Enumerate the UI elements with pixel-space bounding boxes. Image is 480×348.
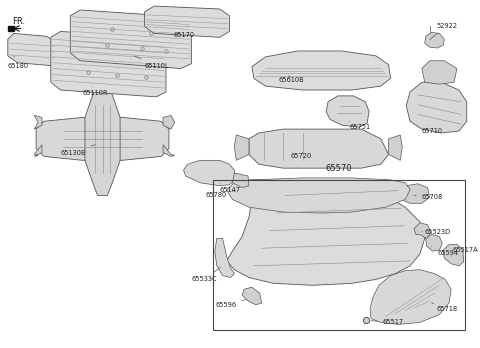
Polygon shape [144,6,229,37]
Polygon shape [249,129,389,168]
Text: 65570: 65570 [325,164,352,173]
Polygon shape [234,135,249,160]
Text: 65517: 65517 [371,319,404,325]
Text: 65708: 65708 [414,195,443,200]
Polygon shape [414,223,431,238]
Text: 65780: 65780 [205,190,236,198]
Polygon shape [85,82,120,196]
Polygon shape [370,270,451,324]
Polygon shape [215,238,234,277]
Text: 65610B: 65610B [278,76,304,83]
Polygon shape [227,178,410,213]
Polygon shape [443,244,464,266]
Text: 65596: 65596 [215,300,245,308]
Text: 65130B: 65130B [60,145,95,156]
Text: 65110L: 65110L [134,56,169,69]
Polygon shape [242,287,262,305]
Polygon shape [389,135,402,160]
Polygon shape [406,82,467,133]
Text: 65720: 65720 [291,152,312,159]
Polygon shape [163,145,175,156]
Text: 65718: 65718 [432,303,457,312]
Polygon shape [163,116,175,129]
Text: 85170: 85170 [174,26,195,38]
Polygon shape [8,26,13,31]
Polygon shape [232,173,249,188]
Text: 65180: 65180 [8,56,29,69]
Bar [213,180,465,330]
Polygon shape [34,116,42,129]
Text: 65523D: 65523D [422,229,451,235]
Polygon shape [70,10,192,69]
Text: 65710: 65710 [422,125,443,134]
Text: 65594: 65594 [432,246,458,256]
Polygon shape [183,160,234,186]
Polygon shape [36,117,169,160]
Text: 65517A: 65517A [451,247,478,256]
Polygon shape [51,31,166,97]
Text: 65533C: 65533C [191,267,220,283]
Polygon shape [422,61,457,84]
Text: 65110R: 65110R [83,87,108,96]
Polygon shape [252,51,391,90]
Polygon shape [8,33,57,66]
Polygon shape [326,96,369,127]
Text: FR.: FR. [12,17,25,26]
Polygon shape [425,32,444,48]
Text: 52922: 52922 [430,23,457,39]
Polygon shape [34,145,42,156]
Text: 65147: 65147 [220,184,241,193]
Text: 65751: 65751 [349,121,371,130]
Polygon shape [227,180,425,285]
Polygon shape [426,235,442,251]
Polygon shape [398,184,430,203]
